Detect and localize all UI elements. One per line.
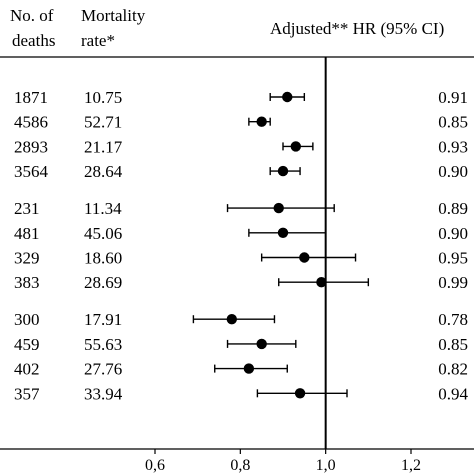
header-rate-line2: rate*: [81, 31, 115, 50]
deaths-value: 4586: [14, 113, 48, 132]
hr-point: [290, 141, 301, 152]
rate-value: 11.34: [84, 199, 122, 218]
forest-row: 231 11.34 0.89: [14, 199, 468, 218]
header-rate-line1: Mortality: [81, 6, 146, 25]
forest-row: 3564 28.64 0.90: [14, 162, 468, 181]
header-deaths-line2: deaths: [12, 31, 55, 50]
forest-row: 357 33.94 0.94: [14, 384, 469, 403]
forest-row: 300 17.91 0.78: [14, 310, 468, 329]
deaths-value: 459: [14, 335, 40, 354]
header-deaths-line1: No. of: [10, 6, 54, 25]
x-tick-label: 0,8: [230, 457, 250, 474]
hr-point: [277, 165, 289, 177]
forest-row: 481 45.06 0.90: [14, 224, 468, 243]
rate-value: 21.17: [84, 137, 123, 156]
hr-label: 0.91: [438, 88, 468, 107]
hr-point: [282, 91, 293, 103]
rate-value: 27.76: [84, 360, 122, 379]
hr-label: 0.85: [438, 113, 468, 132]
hr-label: 0.94: [438, 384, 468, 403]
forest-row: 329 18.60 0.95: [14, 249, 468, 268]
forest-row: 402 27.76 0.82: [14, 360, 468, 379]
rate-value: 33.94: [84, 384, 123, 403]
x-tick-label: 0,6: [145, 457, 165, 474]
hr-label: 0.82: [438, 360, 468, 379]
x-axis: 0,6 0,8 1,0 1,2: [0, 448, 474, 474]
x-tick-label: 1,2: [401, 457, 421, 474]
deaths-value: 481: [14, 224, 40, 243]
deaths-value: 402: [14, 360, 40, 379]
forest-row: 2893 21.17 0.93: [14, 137, 468, 156]
hr-point: [294, 388, 306, 399]
table-header: No. of deaths Mortality rate* Adjusted**…: [10, 6, 444, 50]
hr-point: [256, 116, 267, 127]
rate-value: 45.06: [84, 224, 122, 243]
forest-row: 459 55.63 0.85: [14, 335, 468, 354]
x-tick-label: 1,0: [316, 457, 336, 474]
rate-value: 18.60: [84, 249, 122, 268]
rate-value: 28.69: [84, 273, 122, 292]
hr-point: [273, 202, 284, 214]
deaths-value: 329: [14, 249, 40, 268]
deaths-value: 383: [14, 273, 40, 292]
rate-value: 10.75: [84, 88, 122, 107]
hr-point: [243, 363, 255, 374]
forest-rows: 1871 10.75 0.91 4586 52.71 0.85 2893 21.17 0.93 3…: [14, 88, 469, 403]
deaths-value: 357: [14, 384, 40, 403]
deaths-value: 3564: [14, 162, 49, 181]
deaths-value: 231: [14, 199, 40, 218]
deaths-value: 2893: [14, 137, 48, 156]
deaths-value: 300: [14, 310, 40, 329]
hr-label: 0.93: [438, 137, 468, 156]
rate-value: 17.91: [84, 310, 122, 329]
hr-point: [316, 277, 327, 288]
rate-value: 52.71: [84, 113, 122, 132]
hr-label: 0.85: [438, 335, 468, 354]
forest-row: 4586 52.71 0.85: [14, 113, 468, 132]
hr-label: 0.78: [438, 310, 468, 329]
hr-point: [226, 314, 237, 325]
forest-row: 1871 10.75 0.91: [14, 88, 468, 107]
deaths-value: 1871: [14, 88, 48, 107]
hr-label: 0.99: [438, 273, 468, 292]
header-hr: Adjusted** HR (95% CI): [270, 19, 444, 38]
hr-label: 0.90: [438, 224, 468, 243]
hr-label: 0.89: [438, 199, 468, 218]
rate-value: 55.63: [84, 335, 122, 354]
hr-point: [256, 338, 267, 350]
hr-point: [299, 252, 310, 263]
forest-row: 383 28.69 0.99: [14, 273, 468, 292]
rate-value: 28.64: [84, 162, 123, 181]
hr-point: [277, 227, 289, 238]
hr-label: 0.90: [438, 162, 468, 181]
hr-label: 0.95: [438, 249, 468, 268]
